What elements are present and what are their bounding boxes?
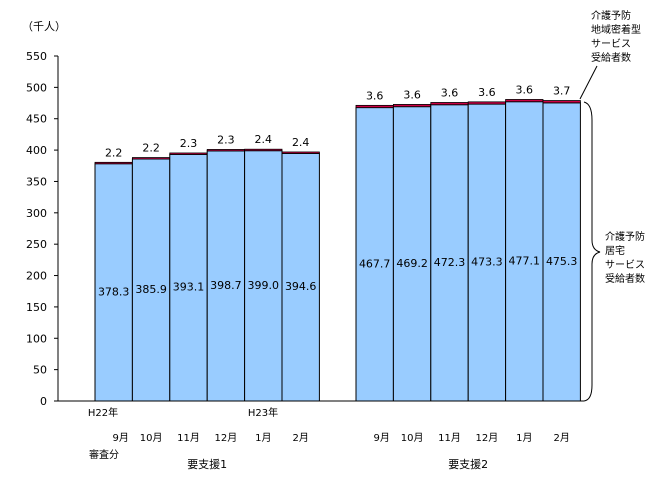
legend-community-text: 受給者数 [591,51,631,64]
bar-community-value-label: 2.3 [217,133,235,146]
bar-community-services [206,149,245,152]
bar-community-value-label: 3.6 [403,88,421,101]
bar-home-services [281,152,320,402]
bar-community-services [467,101,507,105]
bar-community-value-label: 3.6 [516,83,534,96]
bar-home-services [392,106,432,402]
group-label: 要支援1 [187,457,227,471]
bar-home-value-label: 473.3 [471,256,503,269]
bar-community-value-label: 2.4 [292,136,310,149]
y-tick-label: 400 [26,144,47,157]
bar-community-services [505,99,544,103]
bar-home-services [542,102,581,402]
x-tick-label: 2月 [554,432,570,444]
x-tick-label: 11月 [177,432,200,444]
bar-home-value-label: 385.9 [135,283,167,296]
bar-community-services [430,102,469,106]
y-tick-label: 550 [26,50,47,63]
x-tick-label: 1月 [255,432,271,444]
bar-home-services [169,153,208,402]
y-unit-label: （千人） [22,20,66,33]
bar-community-services [131,157,171,160]
year-start-label: H22年 [88,406,118,419]
y-tick-label: 50 [33,364,47,377]
bar-community-services [392,104,432,108]
bar-home-value-label: 394.6 [285,280,317,293]
legend-brace [583,101,601,402]
bar-home-value-label: 378.3 [98,285,130,298]
bar-community-value-label: 2.2 [105,146,123,159]
x-tick-label: 10月 [140,432,163,444]
bar-home-value-label: 393.1 [173,281,205,294]
bar-home-services [355,107,394,402]
x-tick-label: 12月 [476,432,499,444]
bar-home-services [131,158,171,402]
legend-community-text: 介護予防 [591,9,631,22]
bar-community-value-label: 2.4 [255,133,273,146]
x-tick-label: 10月 [401,432,424,444]
x-tick-label: 12月 [215,432,238,444]
bar-home-services [94,163,133,402]
legend-leader-line [579,65,598,100]
bar-home-value-label: 475.3 [546,255,578,268]
bar-community-value-label: 3.6 [366,89,384,102]
y-tick-label: 450 [26,113,47,126]
bar-home-value-label: 472.3 [434,256,466,269]
bar-home-value-label: 398.7 [210,279,242,292]
legend-community-text: 地域密着型 [591,23,641,36]
y-tick-label: 250 [26,238,47,251]
bar-home-services [430,104,469,402]
bar-community-value-label: 3.6 [441,86,459,99]
bar-home-value-label: 469.2 [396,257,428,270]
y-tick-label: 500 [26,81,47,94]
bar-home-services [244,150,283,402]
y-tick-label: 300 [26,207,47,220]
bar-home-services [505,101,544,402]
legend-home-text: サービス [605,259,645,271]
bar-community-services [94,161,133,165]
bar-home-value-label: 467.7 [359,257,391,270]
bar-community-value-label: 2.2 [142,142,160,155]
x-tick-label: 2月 [293,432,309,444]
x-tick-label: 11月 [438,432,461,444]
bar-community-services [169,152,208,155]
bar-home-value-label: 399.0 [248,279,280,292]
x-tick-label: 9月 [113,432,129,444]
legend-home-text: 受給者数 [605,272,645,285]
bar-community-value-label: 3.6 [478,86,496,99]
x-tick-label: 1月 [516,432,532,444]
bar-community-services [355,104,394,109]
bar-home-services [206,150,246,402]
y-tick-label: 150 [26,301,47,314]
y-tick-label: 200 [26,270,47,283]
legend-home-text: 介護予防 [605,230,645,243]
year-mid-label: H23年 [248,406,278,419]
y-tick-label: 350 [26,175,47,188]
bar-community-services [542,100,581,104]
bar-community-services [244,148,283,152]
bar-series: 378.3 2.2 385.9 2.2 393.1 2.3 398.7 2.3 399.0 2.4… [94,83,581,402]
x-tick-label: 9月 [374,432,390,444]
legend-home-text: 居宅 [605,244,625,257]
bar-community-services [281,151,320,154]
review-period-label: 審査分 [89,448,119,461]
group-label: 要支援2 [448,457,488,471]
y-axis: 0 50 100 150 200 250 300 350 400 450 500 550 [26,50,584,408]
bar-home-services [467,103,507,402]
bar-home-value-label: 477.1 [509,254,541,267]
legend-community-text: サービス [591,38,631,50]
bar-community-value-label: 3.7 [553,85,571,98]
y-tick-label: 100 [26,332,47,345]
bar-community-value-label: 2.3 [180,137,198,150]
y-tick-label: 0 [40,395,47,408]
